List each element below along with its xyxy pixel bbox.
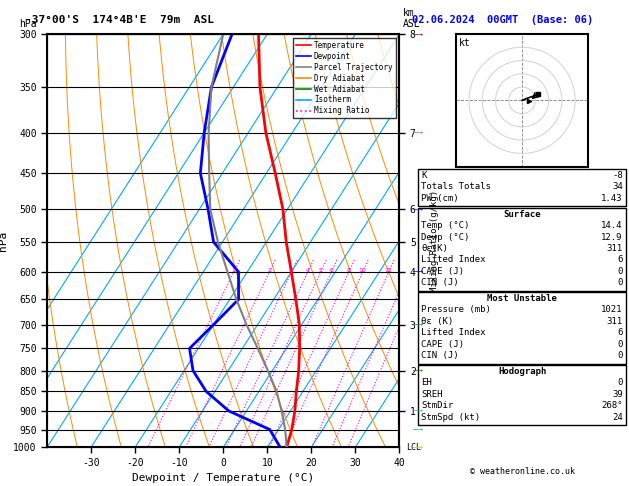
Text: —→: —→ [413,366,423,375]
Text: 1: 1 [231,268,235,273]
Text: EH: EH [421,378,432,387]
Text: 6: 6 [617,256,623,264]
Text: 1021: 1021 [601,306,623,314]
Text: 311: 311 [606,244,623,253]
Y-axis label: hPa: hPa [0,230,8,251]
Text: 1.43: 1.43 [601,194,623,203]
Text: —→: —→ [413,406,423,416]
Text: 25: 25 [419,268,426,273]
Text: LCL: LCL [406,443,421,451]
Text: θε (K): θε (K) [421,317,454,326]
Text: 3: 3 [289,268,293,273]
Text: Dewp (°C): Dewp (°C) [421,232,470,242]
Text: CIN (J): CIN (J) [421,351,459,360]
Text: 0: 0 [617,340,623,349]
Text: Surface: Surface [503,210,541,219]
Text: —→: —→ [413,128,423,137]
Text: —→: —→ [413,30,423,38]
Text: hPa: hPa [19,19,36,29]
Text: 39: 39 [612,390,623,399]
Text: Totals Totals: Totals Totals [421,182,491,191]
Y-axis label: km
ASL: km ASL [418,232,440,249]
Text: CAPE (J): CAPE (J) [421,340,464,349]
Text: -37°00'S  174°4B'E  79m  ASL: -37°00'S 174°4B'E 79m ASL [25,15,214,25]
X-axis label: Dewpoint / Temperature (°C): Dewpoint / Temperature (°C) [132,473,314,483]
Text: 0: 0 [617,267,623,276]
Text: 02.06.2024  00GMT  (Base: 06): 02.06.2024 00GMT (Base: 06) [412,15,593,25]
Text: Mixing Ratio (g/kg): Mixing Ratio (g/kg) [430,190,438,292]
Text: CAPE (J): CAPE (J) [421,267,464,276]
Text: Lifted Index: Lifted Index [421,329,486,337]
Text: Pressure (mb): Pressure (mb) [421,306,491,314]
Text: —→: —→ [413,205,423,214]
Text: 311: 311 [606,317,623,326]
Text: 0: 0 [617,278,623,287]
Text: 14.4: 14.4 [601,221,623,230]
Text: PW (cm): PW (cm) [421,194,459,203]
Text: 12.9: 12.9 [601,232,623,242]
Text: Most Unstable: Most Unstable [487,294,557,303]
Text: 20: 20 [404,268,411,273]
Text: Hodograph: Hodograph [498,367,546,376]
Text: Temp (°C): Temp (°C) [421,221,470,230]
Text: 6: 6 [617,329,623,337]
Text: -8: -8 [612,171,623,180]
Text: 268°: 268° [601,401,623,410]
Text: kt: kt [459,38,470,48]
Text: 10: 10 [359,268,366,273]
Text: 6: 6 [329,268,333,273]
Text: θε(K): θε(K) [421,244,448,253]
Text: —→: —→ [413,320,423,329]
Text: —→: —→ [413,267,423,277]
Text: 8: 8 [347,268,350,273]
Text: 0: 0 [617,351,623,360]
Text: 4: 4 [306,268,309,273]
Text: —→: —→ [413,425,423,434]
Text: 24: 24 [612,413,623,422]
Text: SREH: SREH [421,390,443,399]
Legend: Temperature, Dewpoint, Parcel Trajectory, Dry Adiabat, Wet Adiabat, Isotherm, Mi: Temperature, Dewpoint, Parcel Trajectory… [292,38,396,119]
Text: 34: 34 [612,182,623,191]
Text: km
ASL: km ASL [403,8,420,29]
Text: 2: 2 [267,268,271,273]
Text: CIN (J): CIN (J) [421,278,459,287]
Text: —→: —→ [413,443,423,451]
Text: Lifted Index: Lifted Index [421,256,486,264]
Text: 0: 0 [617,378,623,387]
Text: StmDir: StmDir [421,401,454,410]
Text: © weatheronline.co.uk: © weatheronline.co.uk [470,467,574,476]
Text: K: K [421,171,427,180]
Text: 5: 5 [318,268,322,273]
Text: 15: 15 [384,268,392,273]
Text: StmSpd (kt): StmSpd (kt) [421,413,481,422]
